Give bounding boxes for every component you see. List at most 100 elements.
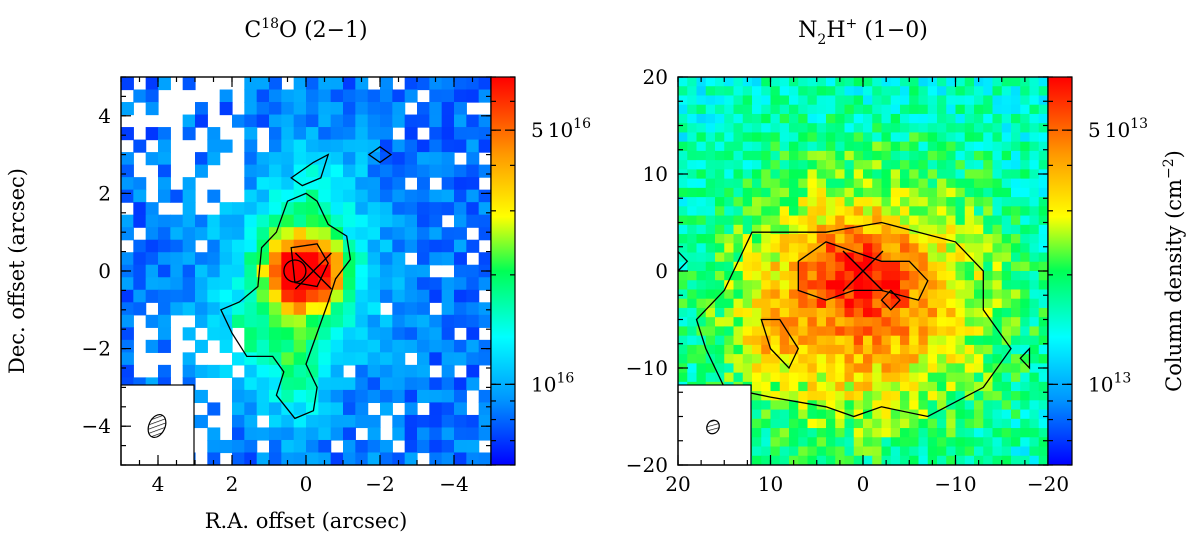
heatmap-cell — [1029, 354, 1040, 364]
heatmap-cell — [733, 344, 744, 355]
heatmap-cell — [441, 152, 455, 166]
heatmap-cell — [798, 418, 809, 429]
heatmap-cell — [890, 141, 901, 152]
heatmap-cell — [318, 289, 332, 303]
heatmap-cell — [992, 307, 1003, 318]
heatmap-cell — [696, 123, 707, 134]
heatmap-cell — [330, 414, 344, 429]
heatmap-cell — [1038, 123, 1048, 134]
heatmap-cell — [687, 197, 698, 207]
heatmap-cell — [219, 214, 233, 228]
heatmap-cell — [964, 307, 975, 318]
heatmap-cell — [207, 327, 221, 341]
heatmap-cell — [355, 389, 369, 404]
heatmap-cell — [742, 344, 753, 355]
heatmap-cell — [318, 352, 332, 366]
heatmap-cell — [244, 377, 258, 391]
heatmap-cell — [779, 132, 790, 143]
heatmap-cell — [853, 206, 864, 217]
heatmap-cell — [678, 344, 688, 355]
heatmap-cell — [992, 455, 1003, 465]
heatmap-cell — [974, 391, 984, 401]
heatmap-cell — [872, 344, 883, 355]
heatmap-cell — [306, 239, 319, 253]
heatmap-cell — [219, 102, 233, 116]
heatmap-cell — [1001, 363, 1012, 374]
heatmap-cell — [1001, 77, 1012, 87]
heatmap-cell — [955, 317, 966, 328]
heatmap-cell — [918, 132, 929, 143]
heatmap-cell — [844, 77, 855, 87]
heatmap-cell — [974, 187, 984, 198]
heatmap-cell — [816, 197, 827, 207]
heatmap-cell — [779, 418, 790, 429]
heatmap-cell — [404, 439, 418, 454]
heatmap-cell — [1029, 104, 1040, 115]
heatmap-cell — [900, 335, 910, 346]
heatmap-cell — [281, 352, 295, 366]
heatmap-cell — [964, 160, 975, 170]
heatmap-cell — [779, 335, 790, 346]
heatmap-cell — [367, 264, 381, 278]
heatmap-cell — [318, 414, 332, 429]
heatmap-cell — [355, 214, 369, 228]
heatmap-cell — [1038, 326, 1048, 337]
heatmap-cell — [983, 409, 994, 420]
heatmap-cell — [927, 150, 938, 161]
heatmap-cell — [983, 197, 994, 207]
heatmap-cell — [170, 227, 184, 241]
heatmap-cell — [752, 243, 762, 254]
heatmap-cell — [256, 389, 270, 404]
heatmap-cell — [306, 252, 319, 266]
heatmap-cell — [696, 335, 707, 346]
heatmap-cell — [121, 277, 134, 291]
heatmap-cell — [798, 224, 809, 235]
heatmap-cell — [983, 455, 994, 465]
heatmap-cell — [816, 428, 827, 438]
heatmap-cell — [844, 197, 855, 207]
heatmap-cell — [983, 104, 994, 115]
heatmap-cell — [816, 104, 827, 115]
heatmap-cell — [853, 400, 864, 411]
heatmap-cell — [761, 141, 772, 152]
heatmap-cell — [890, 372, 901, 383]
heatmap-cell — [281, 202, 295, 216]
heatmap-cell — [816, 271, 827, 281]
heatmap-cell — [964, 261, 975, 272]
heatmap-cell — [826, 344, 836, 355]
heatmap-cell — [1029, 409, 1040, 420]
heatmap-cell — [1029, 243, 1040, 254]
heatmap-cell — [927, 234, 938, 244]
heatmap-cell — [429, 164, 443, 178]
heatmap-cell — [770, 418, 781, 429]
heatmap-cell — [195, 252, 208, 266]
heatmap-cell — [330, 327, 344, 341]
heatmap-cell — [293, 439, 307, 454]
heatmap-cell — [207, 302, 221, 316]
heatmap-cell — [807, 400, 818, 411]
heatmap-cell — [992, 391, 1003, 401]
heatmap-cell — [807, 326, 818, 337]
heatmap-cell — [742, 141, 753, 152]
heatmap-cell — [974, 372, 984, 383]
heatmap-cell — [974, 243, 984, 254]
heatmap-cell — [705, 104, 716, 115]
heatmap-cell — [355, 127, 369, 141]
heatmap-cell — [974, 95, 984, 106]
heatmap-cell — [1011, 428, 1021, 438]
heatmap-cell — [742, 289, 753, 300]
heatmap-cell — [367, 114, 381, 128]
heatmap-cell — [909, 298, 920, 309]
heatmap-cell — [798, 428, 809, 438]
heatmap-cell — [678, 298, 688, 309]
heatmap-cell — [918, 335, 929, 346]
heatmap-cell — [705, 197, 716, 207]
heatmap-cell — [798, 271, 809, 281]
heatmap-cell — [983, 418, 994, 429]
heatmap-cell — [1020, 261, 1031, 272]
heatmap-cell — [392, 364, 406, 378]
heatmap-cell — [733, 224, 744, 235]
heatmap-cell — [1038, 428, 1048, 438]
heatmap-cell — [417, 314, 430, 328]
heatmap-cell — [466, 339, 480, 353]
